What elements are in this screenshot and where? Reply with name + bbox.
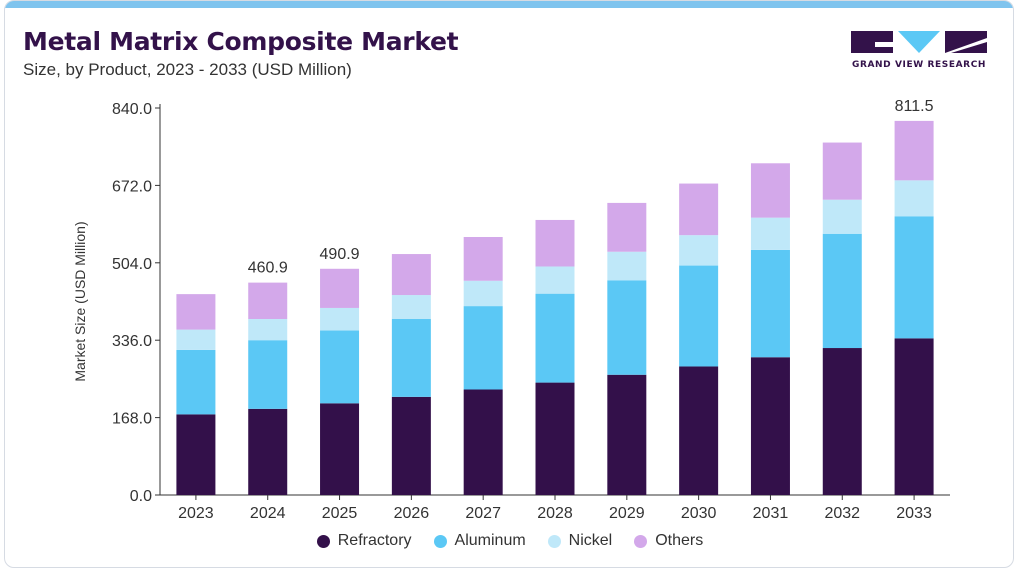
chart-subtitle: Size, by Product, 2023 - 2033 (USD Milli…	[23, 60, 352, 79]
bar-nickel-2029	[607, 251, 647, 281]
bar-aluminum-2031	[750, 249, 790, 358]
bar-aluminum-2026	[391, 319, 431, 397]
bar-others-2032	[822, 142, 862, 200]
bar-aluminum-2025	[320, 330, 360, 404]
bar-others-2028	[535, 219, 575, 267]
bar-aluminum-2027	[463, 306, 503, 390]
legend-label: Others	[655, 532, 704, 549]
top-accent-bar	[5, 1, 1013, 8]
gvr-logo-icon	[851, 31, 987, 53]
bar-nickel-2025	[320, 307, 360, 331]
bar-others-2027	[463, 237, 503, 281]
bar-refractory-2023	[176, 414, 216, 495]
bar-aluminum-2028	[535, 293, 575, 383]
bar-refractory-2032	[822, 348, 862, 495]
bar-nickel-2026	[391, 295, 431, 320]
x-tick-label: 2032	[824, 505, 860, 522]
x-tick-label: 2026	[394, 505, 430, 522]
data-label-2033: 811.5	[895, 98, 934, 115]
gvr-logo-text: GRAND VIEW RESEARCH	[851, 60, 987, 70]
y-axis-label: Market Size (USD Million)	[72, 221, 88, 381]
x-tick-label: 2028	[537, 505, 573, 522]
gvr-logo: GRAND VIEW RESEARCH	[848, 29, 990, 73]
data-label-2025: 490.9	[320, 246, 360, 263]
bar-refractory-2031	[750, 357, 790, 495]
legend-swatch	[547, 534, 561, 548]
x-tick-label: 2023	[178, 505, 214, 522]
chart-legend: Refractory Aluminum Nickel Others	[5, 532, 1013, 550]
x-tick-label: 2024	[250, 505, 286, 522]
stacked-bar-chart: 0.0 168.0 336.0 504.0 672.0 840.0 Market Size …	[72, 98, 950, 522]
bar-nickel-2030	[679, 235, 719, 266]
y-tick-label: 0.0	[130, 488, 152, 505]
x-tick-label: 2029	[609, 505, 645, 522]
chart-title: Metal Matrix Composite Market	[23, 27, 459, 56]
legend-item-others: Others	[634, 532, 703, 550]
bar-refractory-2027	[463, 389, 503, 495]
legend-label: Aluminum	[454, 532, 526, 549]
legend-label: Refractory	[337, 532, 412, 549]
bar-others-2024	[248, 282, 288, 320]
bar-refractory-2033	[894, 338, 934, 495]
bar-others-2033	[894, 120, 934, 181]
bar-nickel-2023	[176, 329, 216, 350]
legend-item-refractory: Refractory	[316, 532, 412, 550]
legend-swatch	[316, 534, 330, 548]
x-tick-label: 2025	[322, 505, 358, 522]
bar-nickel-2031	[750, 217, 790, 250]
y-tick-label: 336.0	[112, 333, 152, 350]
y-tick-label: 504.0	[112, 256, 152, 273]
y-tick-label: 672.0	[112, 178, 152, 195]
bar-aluminum-2032	[822, 233, 862, 349]
bar-refractory-2028	[535, 382, 575, 495]
bar-aluminum-2024	[248, 340, 288, 409]
bar-refractory-2025	[320, 403, 360, 495]
bar-aluminum-2023	[176, 349, 216, 415]
bar-refractory-2026	[391, 396, 431, 495]
bar-others-2026	[391, 254, 431, 296]
bar-nickel-2033	[894, 180, 934, 217]
bar-nickel-2028	[535, 266, 575, 294]
x-tick-label: 2030	[681, 505, 717, 522]
legend-swatch	[634, 534, 648, 548]
y-tick-label: 168.0	[112, 411, 152, 428]
legend-item-nickel: Nickel	[547, 532, 613, 550]
legend-swatch	[433, 534, 447, 548]
bar-others-2030	[679, 183, 719, 236]
legend-item-aluminum: Aluminum	[433, 532, 526, 550]
bar-aluminum-2029	[607, 280, 647, 375]
x-tick-label: 2031	[753, 505, 789, 522]
bar-others-2029	[607, 202, 647, 252]
bar-others-2025	[320, 268, 360, 308]
bar-others-2023	[176, 294, 216, 330]
bar-refractory-2024	[248, 408, 288, 495]
bar-aluminum-2030	[679, 265, 719, 367]
bar-nickel-2027	[463, 280, 503, 307]
bar-others-2031	[750, 163, 790, 218]
chart-card: Metal Matrix Composite Market Size, by P…	[4, 0, 1014, 568]
y-tick-label: 840.0	[112, 101, 152, 118]
x-tick-label: 2027	[465, 505, 501, 522]
legend-label: Nickel	[568, 532, 613, 549]
bar-aluminum-2033	[894, 216, 934, 339]
bar-refractory-2029	[607, 374, 647, 495]
bar-nickel-2024	[248, 319, 288, 341]
bar-nickel-2032	[822, 199, 862, 234]
bar-refractory-2030	[679, 366, 719, 495]
data-label-2024: 460.9	[248, 260, 288, 277]
x-tick-label: 2033	[896, 505, 932, 522]
